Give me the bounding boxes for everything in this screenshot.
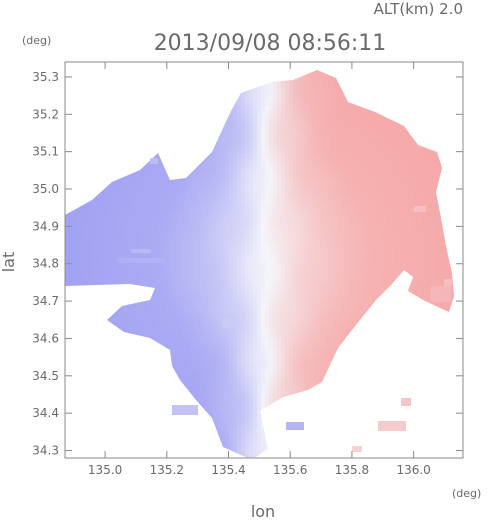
y-tick-label: 35.3 xyxy=(32,70,59,84)
y-tick-label: 35.0 xyxy=(32,182,59,196)
axis-ticks: 135.0 135.2 135.4 135.6 135.8 136.0 34.3 34.4 34… xyxy=(32,62,463,477)
x-tick-label: 135.0 xyxy=(88,463,122,477)
y-tick-label: 34.9 xyxy=(32,219,59,233)
chart-title: 2013/09/08 08:56:11 xyxy=(154,31,387,56)
x-tick-label: 135.4 xyxy=(211,463,245,477)
y-tick-label: 34.5 xyxy=(32,369,59,383)
x-tick-label: 135.2 xyxy=(150,463,184,477)
y-tick-label: 34.6 xyxy=(32,331,59,345)
altitude-label: ALT(km) 2.0 xyxy=(374,0,463,18)
y-axis-unit: (deg) xyxy=(22,34,51,47)
heatmap-field xyxy=(65,62,463,458)
x-axis-label: lon xyxy=(251,502,275,521)
y-axis-label: lat xyxy=(0,252,18,273)
x-axis-unit: (deg) xyxy=(452,487,481,500)
y-tick-label: 34.4 xyxy=(32,406,59,420)
plot-frame xyxy=(64,61,464,459)
y-tick-label: 35.2 xyxy=(32,107,59,121)
y-tick-label: 35.1 xyxy=(32,145,59,159)
y-tick-label: 34.3 xyxy=(32,444,59,458)
y-tick-label: 34.7 xyxy=(32,294,59,308)
x-tick-label: 135.8 xyxy=(335,463,369,477)
y-tick-label: 34.8 xyxy=(32,257,59,271)
x-tick-label: 136.0 xyxy=(396,463,430,477)
x-tick-label: 135.6 xyxy=(273,463,307,477)
